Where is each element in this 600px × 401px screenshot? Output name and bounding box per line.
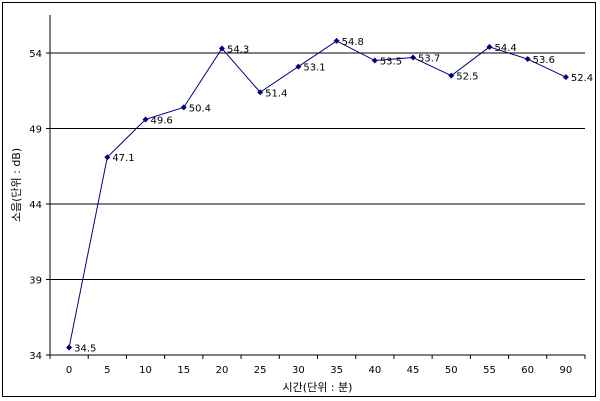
data-label: 53.1 [303, 63, 325, 74]
y-tick-label: 54 [29, 49, 42, 60]
axes: 34 39 44 49 54 0 5 10 15 20 25 30 35 40 45 50 55 60 90 [29, 15, 586, 376]
data-point [371, 57, 378, 64]
x-tick-label: 20 [216, 365, 229, 376]
data-label: 54.8 [342, 37, 364, 48]
x-tick-label: 40 [368, 365, 381, 376]
data-point [448, 72, 455, 79]
data-point [295, 63, 302, 70]
data-label: 53.5 [380, 57, 402, 68]
y-tick-label: 39 [29, 276, 42, 287]
y-tick-label: 44 [29, 200, 42, 211]
x-tick-label: 0 [66, 365, 72, 376]
x-tick-label: 45 [407, 365, 420, 376]
data-labels: 34.5 47.1 49.6 50.4 54.3 51.4 53.1 54.8 53.5 53.7… [74, 37, 593, 355]
data-label: 53.6 [533, 55, 555, 66]
data-label: 51.4 [265, 88, 287, 99]
data-label: 34.5 [74, 343, 96, 354]
x-tick-label: 90 [560, 365, 573, 376]
gridlines [50, 52, 585, 280]
data-label: 54.4 [494, 43, 516, 54]
y-axis-title: 소음(단위 : dB) [10, 148, 23, 222]
data-point [562, 74, 569, 81]
data-label: 50.4 [189, 103, 211, 114]
x-tick-label: 35 [330, 365, 343, 376]
data-point [142, 116, 149, 123]
y-tick-label: 49 [29, 125, 42, 136]
data-label: 53.7 [418, 54, 440, 65]
x-axis-title: 시간(단위 : 분) [283, 381, 353, 394]
data-point [257, 89, 264, 96]
x-tick-label: 60 [521, 365, 534, 376]
x-tick-label: 10 [139, 365, 152, 376]
data-point [104, 154, 111, 161]
series-line [68, 40, 567, 348]
data-label: 49.6 [151, 115, 173, 126]
x-tick-label: 25 [254, 365, 267, 376]
data-label: 47.1 [112, 153, 134, 164]
data-point [180, 104, 187, 111]
data-label: 52.4 [571, 73, 593, 84]
series-layer [66, 37, 569, 351]
data-point [218, 45, 225, 52]
data-point [333, 37, 340, 44]
x-tick-label: 30 [292, 365, 305, 376]
x-tick-label: 55 [483, 365, 496, 376]
data-label: 52.5 [456, 72, 478, 83]
x-tick-label: 50 [445, 365, 458, 376]
data-point [66, 344, 73, 351]
data-label: 54.3 [227, 44, 249, 55]
data-point [524, 56, 531, 63]
x-tick-label: 15 [177, 365, 190, 376]
data-point [410, 54, 417, 61]
x-tick-label: 5 [104, 365, 110, 376]
y-tick-label: 34 [29, 351, 42, 362]
data-point [486, 43, 493, 50]
